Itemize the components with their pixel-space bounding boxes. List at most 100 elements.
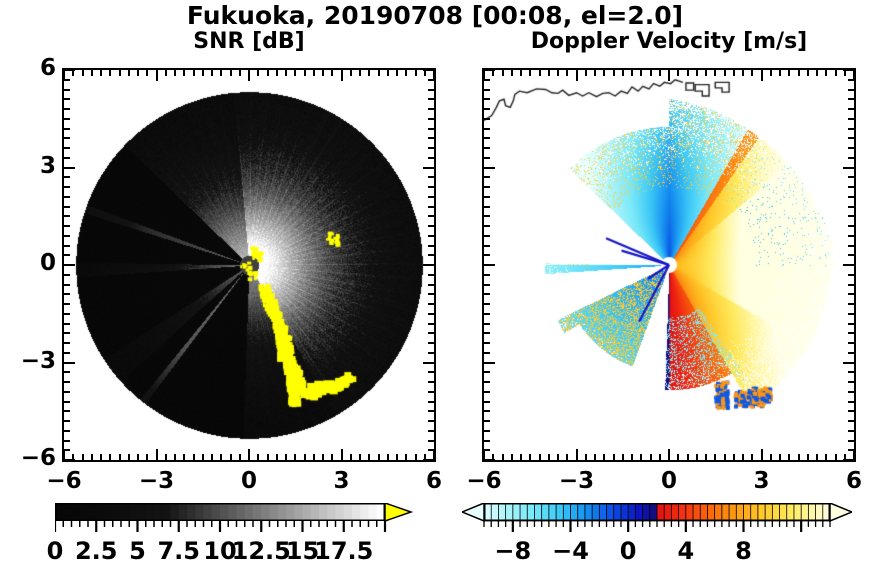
snr-colorbar-segment — [104, 503, 114, 521]
x-axis-minor-tick — [658, 70, 661, 76]
y-axis-minor-tick — [484, 98, 490, 101]
x-axis-minor-tick — [584, 454, 587, 460]
y-axis-minor-tick — [428, 254, 434, 257]
y-axis-minor-tick — [848, 293, 854, 296]
doppler-colorbar-segment — [505, 503, 514, 522]
snr-colorbar-segment — [203, 503, 213, 521]
x-axis-major-tick — [668, 449, 670, 460]
doppler-colorbar-segment — [786, 503, 795, 522]
x-axis-minor-tick — [520, 454, 522, 460]
x-axis-minor-tick — [816, 70, 818, 76]
y-axis-minor-tick — [428, 273, 434, 276]
x-axis-minor-tick — [137, 454, 139, 460]
x-axis-major-tick — [433, 70, 435, 81]
x-axis-minor-tick — [81, 454, 84, 460]
snr-colorbar-segment — [55, 503, 64, 521]
snr-colorbar-segment — [277, 503, 287, 521]
x-axis-minor-tick — [220, 70, 223, 76]
snr-colorbar-tick-label: 10 — [203, 537, 237, 565]
y-axis-minor-tick — [64, 225, 70, 227]
x-axis-minor-tick — [109, 70, 112, 76]
y-axis-minor-tick — [428, 351, 434, 354]
snr-colorbar-segment — [244, 503, 254, 521]
x-axis-minor-tick — [396, 454, 398, 460]
snr-colorbar-segment — [112, 503, 122, 521]
x-axis-minor-tick — [603, 454, 606, 460]
x-axis-minor-tick — [405, 454, 408, 460]
y-axis-minor-tick — [64, 176, 70, 179]
y-axis-minor-tick — [428, 342, 434, 344]
doppler-colorbar-extend-arrow-low — [462, 503, 485, 523]
doppler-colorbar-segment — [562, 503, 572, 522]
snr-colorbar-segment — [286, 503, 295, 521]
snr-colorbar-tick-label: 2.5 — [74, 537, 118, 565]
snr-colorbar[interactable] — [55, 503, 415, 533]
x-axis-minor-tick — [303, 454, 306, 460]
x-axis-minor-tick — [294, 454, 297, 460]
x-axis-minor-tick — [211, 70, 213, 76]
x-axis-minor-tick — [677, 454, 680, 460]
x-axis-minor-tick — [238, 70, 241, 76]
x-axis-minor-tick — [118, 454, 121, 460]
snr-colorbar-segment — [319, 503, 328, 521]
doppler-colorbar-segment — [490, 503, 500, 522]
x-tick-label: 6 — [425, 468, 442, 494]
y-axis-minor-tick — [428, 186, 434, 188]
x-axis-minor-tick — [100, 454, 102, 460]
snr-colorbar-segment — [71, 503, 81, 521]
y-axis-minor-tick — [848, 381, 854, 383]
x-axis-major-tick — [760, 70, 763, 81]
y-axis-minor-tick — [848, 351, 854, 354]
x-axis-minor-tick — [649, 454, 652, 460]
x-axis-minor-tick — [594, 454, 596, 460]
y-axis-minor-tick — [64, 439, 70, 442]
snr-panel-title: SNR [dB] — [193, 29, 305, 54]
y-axis-minor-tick — [848, 342, 854, 344]
x-axis-minor-tick — [723, 454, 726, 460]
doppler-colorbar[interactable] — [462, 503, 852, 533]
y-axis-minor-tick — [428, 147, 434, 149]
y-tick-label: 0 — [39, 250, 56, 276]
y-axis-minor-tick — [848, 234, 854, 237]
x-axis-minor-tick — [566, 70, 569, 76]
x-axis-minor-tick — [423, 70, 426, 76]
y-axis-minor-tick — [848, 78, 854, 81]
y-axis-major-tick — [843, 166, 854, 169]
x-axis-minor-tick — [377, 70, 380, 76]
doppler-colorbar-segment — [671, 503, 680, 522]
x-axis-minor-tick — [275, 454, 278, 460]
y-axis-minor-tick — [484, 273, 490, 276]
x-axis-minor-tick — [520, 70, 522, 76]
y-axis-minor-tick — [484, 127, 490, 130]
x-axis-minor-tick — [192, 70, 195, 76]
y-axis-major-tick — [423, 166, 434, 169]
y-axis-minor-tick — [484, 117, 490, 120]
x-axis-minor-tick — [769, 70, 772, 76]
y-axis-minor-tick — [64, 303, 70, 305]
x-axis-minor-tick — [547, 70, 550, 76]
snr-plot-area[interactable] — [62, 68, 436, 462]
y-axis-major-tick — [843, 361, 854, 364]
y-axis-minor-tick — [484, 225, 490, 227]
x-axis-minor-tick — [294, 70, 297, 76]
x-axis-minor-tick — [81, 70, 84, 76]
x-axis-major-tick — [63, 449, 65, 460]
y-axis-minor-tick — [848, 254, 854, 257]
x-axis-major-tick — [853, 449, 855, 460]
y-axis-minor-tick — [484, 449, 490, 452]
y-axis-minor-tick — [484, 215, 490, 218]
y-axis-minor-tick — [484, 156, 490, 159]
doppler-colorbar-segment — [793, 503, 803, 522]
x-axis-minor-tick — [183, 454, 186, 460]
doppler-colorbar-segment — [757, 503, 767, 522]
x-axis-minor-tick — [257, 70, 260, 76]
x-axis-minor-tick — [386, 454, 389, 460]
x-axis-minor-tick — [266, 70, 269, 76]
y-axis-minor-tick — [428, 322, 434, 325]
y-tick-label: −6 — [20, 445, 56, 471]
x-axis-minor-tick — [769, 454, 772, 460]
doppler-plot-area[interactable] — [482, 68, 856, 462]
snr-colorbar-segment — [195, 503, 205, 521]
y-axis-major-tick — [843, 459, 854, 461]
y-axis-minor-tick — [428, 312, 434, 315]
